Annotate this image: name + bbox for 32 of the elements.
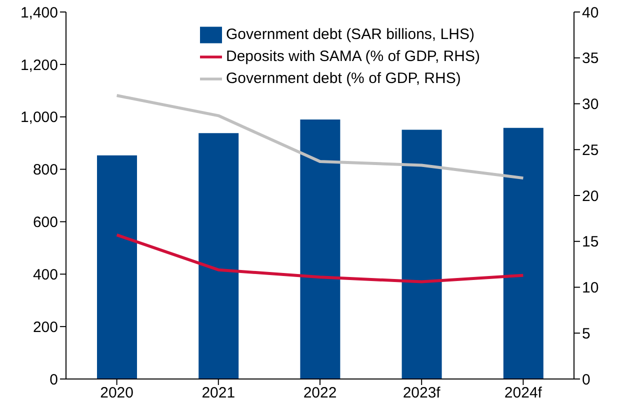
x-tick-label: 2023f: [402, 384, 442, 402]
y2-tick-label: 0: [582, 371, 590, 388]
y2-tick-label: 10: [582, 280, 599, 297]
bar: [402, 130, 442, 379]
y2-tick-label: 20: [582, 188, 599, 205]
y-tick-label: 1,200: [20, 56, 58, 74]
bar: [300, 119, 340, 379]
y-tick-label: 400: [32, 266, 58, 284]
line-series: [115, 94, 525, 180]
x-tick-label: 2024f: [504, 384, 543, 402]
x-tick-label: 2021: [202, 384, 236, 402]
y-tick-label: 800: [32, 162, 58, 179]
y-tick-label: 0: [50, 371, 58, 388]
y2-tick-label: 15: [582, 234, 599, 251]
y-tick-label: 1,400: [20, 4, 58, 22]
legend-label: Government debt (SAR billions, LHS): [226, 26, 474, 43]
y2-tick-label: 30: [582, 96, 599, 114]
y2-tick-label: 40: [582, 4, 599, 22]
legend-label: Government debt (% of GDP, RHS): [226, 70, 461, 87]
legend-label: Deposits with SAMA (% of GDP, RHS): [226, 48, 480, 65]
line-series: [115, 233, 525, 284]
y-tick-label: 200: [32, 318, 58, 336]
bar: [198, 133, 239, 379]
x-tick-label: 2022: [303, 384, 337, 402]
bar: [503, 128, 544, 379]
bar: [97, 155, 137, 379]
y2-tick-label: 35: [582, 50, 599, 68]
y2-tick-label: 25: [582, 142, 599, 159]
y-tick-label: 600: [32, 214, 58, 232]
x-tick-label: 2020: [100, 384, 134, 402]
y-tick-label: 1,000: [20, 109, 58, 126]
y2-tick-label: 5: [582, 325, 590, 342]
